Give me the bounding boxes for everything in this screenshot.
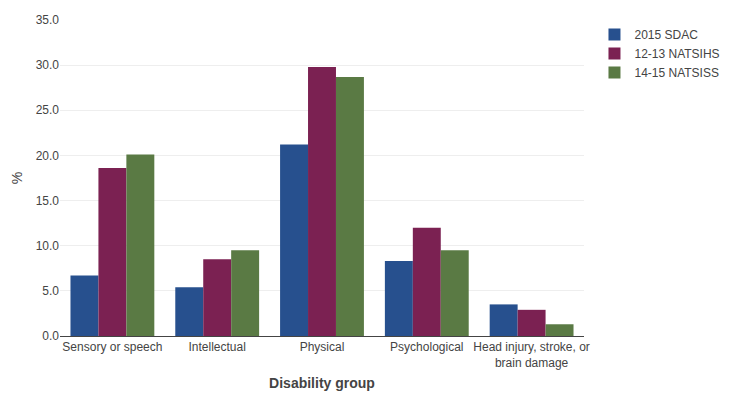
svg-text:0.0: 0.0 bbox=[42, 329, 59, 343]
svg-text:Physical: Physical bbox=[300, 340, 345, 354]
svg-text:25.0: 25.0 bbox=[36, 103, 60, 117]
svg-text:12-13 NATSIHS: 12-13 NATSIHS bbox=[634, 47, 719, 61]
svg-text:Head injury, stroke, orbrain d: Head injury, stroke, orbrain damage bbox=[473, 340, 590, 370]
svg-text:5.0: 5.0 bbox=[42, 284, 59, 298]
svg-text:Sensory or speech: Sensory or speech bbox=[62, 340, 162, 354]
svg-text:Disability group: Disability group bbox=[269, 375, 375, 391]
svg-text:2015 SDAC: 2015 SDAC bbox=[634, 28, 698, 42]
svg-text:Psychological: Psychological bbox=[390, 340, 463, 354]
svg-text:10.0: 10.0 bbox=[36, 239, 60, 253]
svg-text:14-15 NATSISS: 14-15 NATSISS bbox=[634, 66, 718, 80]
svg-text:%: % bbox=[9, 172, 25, 184]
svg-text:20.0: 20.0 bbox=[36, 149, 60, 163]
svg-text:15.0: 15.0 bbox=[36, 194, 60, 208]
svg-text:35.0: 35.0 bbox=[36, 13, 60, 27]
svg-text:Intellectual: Intellectual bbox=[189, 340, 246, 354]
svg-text:30.0: 30.0 bbox=[36, 58, 60, 72]
